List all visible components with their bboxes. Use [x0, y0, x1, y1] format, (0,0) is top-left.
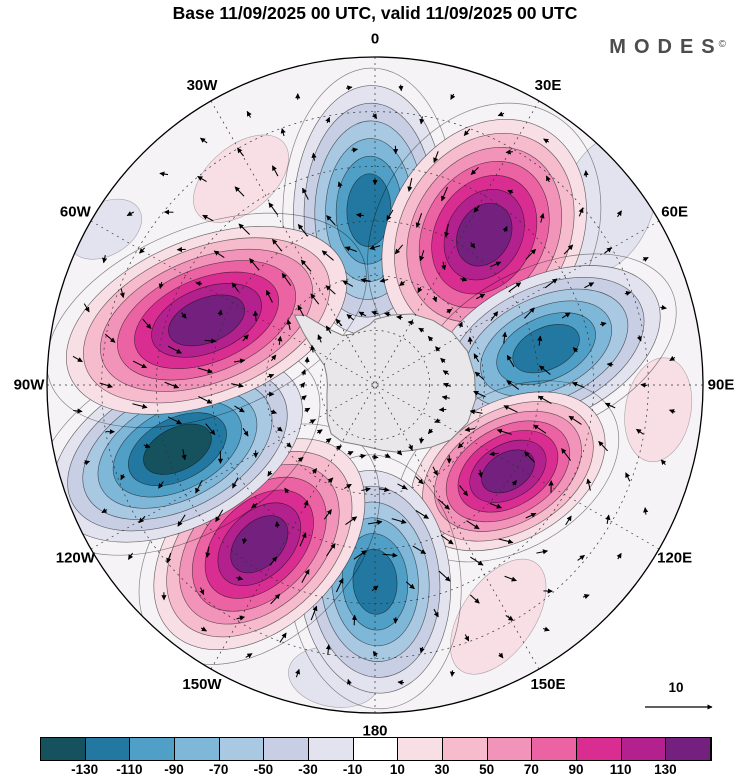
modes-logo-text: MODES — [609, 36, 723, 58]
modes-logo: MODES© — [609, 36, 726, 59]
anomaly-lobe-6 — [47, 342, 321, 556]
lon-label-60W: 60W — [60, 204, 92, 221]
lon-label-180: 180 — [362, 723, 387, 740]
colorbar-tick--110: -110 — [116, 762, 143, 777]
colorbar-tick--10: -10 — [342, 762, 363, 777]
colorbar-cell-11 — [532, 738, 577, 760]
colorbar-cell-6 — [309, 738, 354, 760]
colorbar-cell-4 — [219, 738, 265, 760]
colorbar-ticks: -130 -110 -90 -70 -50 -30 -10 10 30 50 70 90 110 130 — [40, 762, 710, 782]
colorbar-cell-10 — [487, 738, 533, 760]
lon-label-90E: 90E — [708, 377, 735, 394]
colorbar-cell-7 — [353, 738, 399, 760]
lon-label-60E: 60E — [661, 204, 688, 221]
colorbar-cell-8 — [398, 738, 443, 760]
lon-label-0: 0 — [371, 31, 379, 48]
lon-label-150E: 150E — [530, 676, 565, 693]
lon-label-150W: 150W — [182, 676, 222, 693]
colorbar-cell-5 — [264, 738, 309, 760]
colorbar-cell-12 — [577, 738, 622, 760]
antarctica-coastline — [293, 313, 477, 453]
colorbar-cell-13 — [621, 738, 667, 760]
colorbar-cell-1 — [85, 738, 131, 760]
colorbar-tick--50: -50 — [253, 762, 274, 777]
colorbar-cell-9 — [443, 738, 488, 760]
copyright-mark: © — [718, 38, 726, 50]
colorbar-tick-30: 30 — [434, 762, 450, 777]
colorbar-tick--90: -90 — [164, 762, 184, 777]
weak-anomaly-patch-0 — [193, 134, 289, 223]
anomaly-lobe-5 — [138, 423, 380, 665]
vector-scale-label: 10 — [668, 680, 683, 695]
wind-vectors — [72, 84, 676, 686]
colorbar-cell-3 — [175, 738, 220, 760]
colorbar-tick--70: -70 — [208, 762, 229, 777]
lon-label-90W: 90W — [14, 377, 46, 394]
graticule — [47, 57, 703, 713]
colorbar-cell-14 — [666, 738, 711, 760]
colorbar-tick-10: 10 — [389, 762, 405, 777]
colorbar — [40, 737, 712, 761]
colorbar-tick--30: -30 — [298, 762, 318, 777]
weak-anomaly-patch-3 — [450, 558, 547, 675]
colorbar-cell-2 — [130, 738, 175, 760]
colorbar-tick--130: -130 — [71, 762, 99, 777]
colorbar-tick-90: 90 — [568, 762, 584, 777]
colorbar-tick-130: 130 — [654, 762, 677, 777]
vector-scale: 10 — [645, 680, 713, 710]
lon-label-120W: 120W — [56, 550, 96, 567]
colorbar-tick-70: 70 — [523, 762, 539, 777]
chart-title: Base 11/09/2025 00 UTC, valid 11/09/2025… — [172, 3, 578, 23]
lon-label-30E: 30E — [535, 77, 562, 94]
map-canvas: 0 30E 60E 90E 120E 150E 180 150W 120W 90W 60W 30W 10 — [14, 31, 735, 740]
lon-label-30W: 30W — [187, 77, 219, 94]
colorbar-cell-0 — [41, 738, 86, 760]
anomaly-field — [47, 57, 703, 713]
anomaly-lobe-7 — [47, 212, 367, 428]
anomaly-lobe-3 — [396, 380, 620, 563]
map-boundary — [46, 56, 704, 714]
colorbar-tick-110: 110 — [609, 762, 632, 777]
lon-label-120E: 120E — [657, 550, 692, 567]
colorbar-tick-50: 50 — [479, 762, 495, 777]
